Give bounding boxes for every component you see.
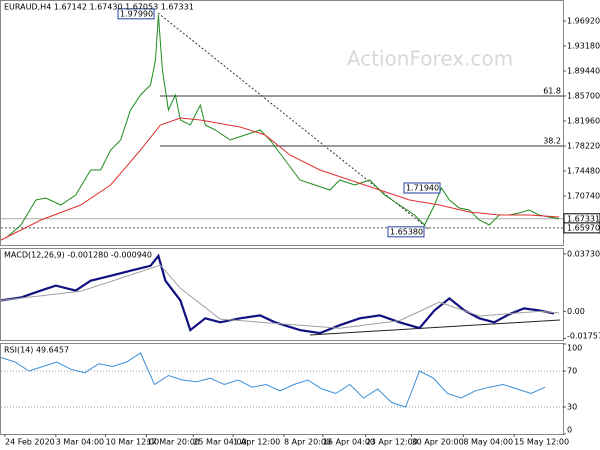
price-box [563,222,600,234]
fib-label: 61.8 [543,86,561,95]
y-tick-label: 1.70740 [567,191,600,200]
y-tick-label: 1.85700 [567,91,600,100]
price-label: 1.67331 [567,214,600,223]
y-tick-label: 1.78220 [567,141,600,150]
panel-title: RSI(14) 49.6457 [4,346,69,355]
annotation-box [117,8,155,20]
x-tick-label: 3 Mar 04:00 [56,438,104,447]
y-tick-label: 30 [567,403,577,412]
annotation-label: 1.71940 [406,183,439,192]
y-tick-label: 0.037301 [567,249,600,258]
panel-title: MACD(12,26,9) -0.001280 -0.000940 [4,251,152,260]
x-tick-label: 24 Feb 2020 [5,438,55,447]
x-tick-label: 8 Apr 20:00 [284,438,331,447]
series-line [0,352,546,408]
annotation-label: 1.65380 [390,227,423,236]
x-tick-label: 15 May 12:00 [514,438,569,447]
x-tick-label: 17 Mar 20:00 [146,438,199,447]
y-tick-label: 1.89440 [567,66,600,75]
series-line [0,264,560,329]
fib-label: 38.2 [543,136,561,145]
x-tick-label: 1 Apr 12:00 [233,438,280,447]
price-label: 1.65970 [567,223,600,232]
x-tick-label: 8 May 04:00 [463,438,513,447]
price-panel [0,0,564,246]
y-tick-label: 1.74480 [567,166,600,175]
annotation-label: 1.97990 [120,9,153,18]
y-tick-label: 1.81960 [567,116,600,125]
x-tick-label: 25 Mar 04:00 [193,438,246,447]
watermark: ActionForex.com [347,47,513,71]
x-tick-label: 16 Apr 04:00 [323,438,375,447]
y-tick-label: -0.017577 [567,332,600,341]
y-tick-label: 1.93180 [567,41,600,50]
x-tick-label: 23 Apr 12:00 [366,438,418,447]
y-tick-label: 0 [567,426,572,435]
series-line [0,253,555,335]
y-tick-label: 1.96920 [567,16,600,25]
annotation-box [403,182,441,194]
y-tick-label: 100 [567,344,582,353]
trend-line [157,12,431,231]
series-line [0,117,560,241]
y-tick-label: 0.00 [567,307,585,316]
x-tick-label: 30 Apr 20:00 [412,438,464,447]
panel-title: EURAUD,H4 1.67142 1.67430 1.67053 1.6733… [4,3,194,12]
y-tick-label: 70 [567,367,577,376]
macd-trend-line [309,319,561,336]
x-tick-label: 10 Mar 12:00 [106,438,159,447]
rsi-panel [0,343,564,435]
annotation-box [387,226,425,238]
macd-panel [0,248,564,341]
